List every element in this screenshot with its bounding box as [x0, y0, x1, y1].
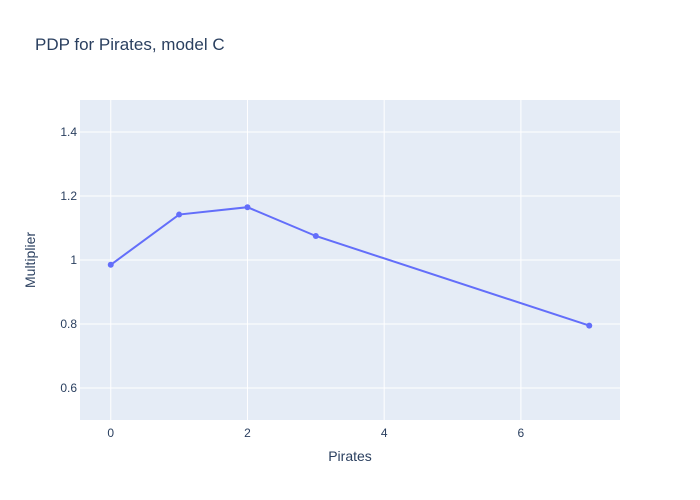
y-tick-label: 1.2 — [60, 189, 77, 203]
x-axis-title: Pirates — [328, 448, 372, 464]
y-tick-label: 1 — [70, 253, 77, 267]
y-tick-label: 1.4 — [60, 125, 77, 139]
data-point — [312, 233, 319, 239]
chart-title: PDP for Pirates, model C — [35, 35, 225, 54]
x-tick-label: 0 — [107, 426, 114, 440]
x-tick-label: 2 — [244, 426, 251, 440]
data-point — [244, 204, 251, 211]
y-axis-ticks: 0.6 0.8 1 1.2 1.4 — [60, 125, 77, 395]
y-tick-label: 0.8 — [60, 317, 77, 331]
y-tick-label: 0.6 — [60, 381, 77, 395]
grid-lines — [80, 100, 620, 420]
x-axis-ticks: 0 2 4 6 — [107, 426, 524, 440]
data-point — [586, 322, 593, 329]
data-point — [107, 261, 114, 268]
x-tick-label: 4 — [381, 426, 388, 440]
y-axis-title: Multiplier — [22, 232, 38, 288]
x-tick-label: 6 — [518, 426, 525, 440]
series-layer — [107, 204, 593, 329]
data-point — [176, 211, 183, 218]
